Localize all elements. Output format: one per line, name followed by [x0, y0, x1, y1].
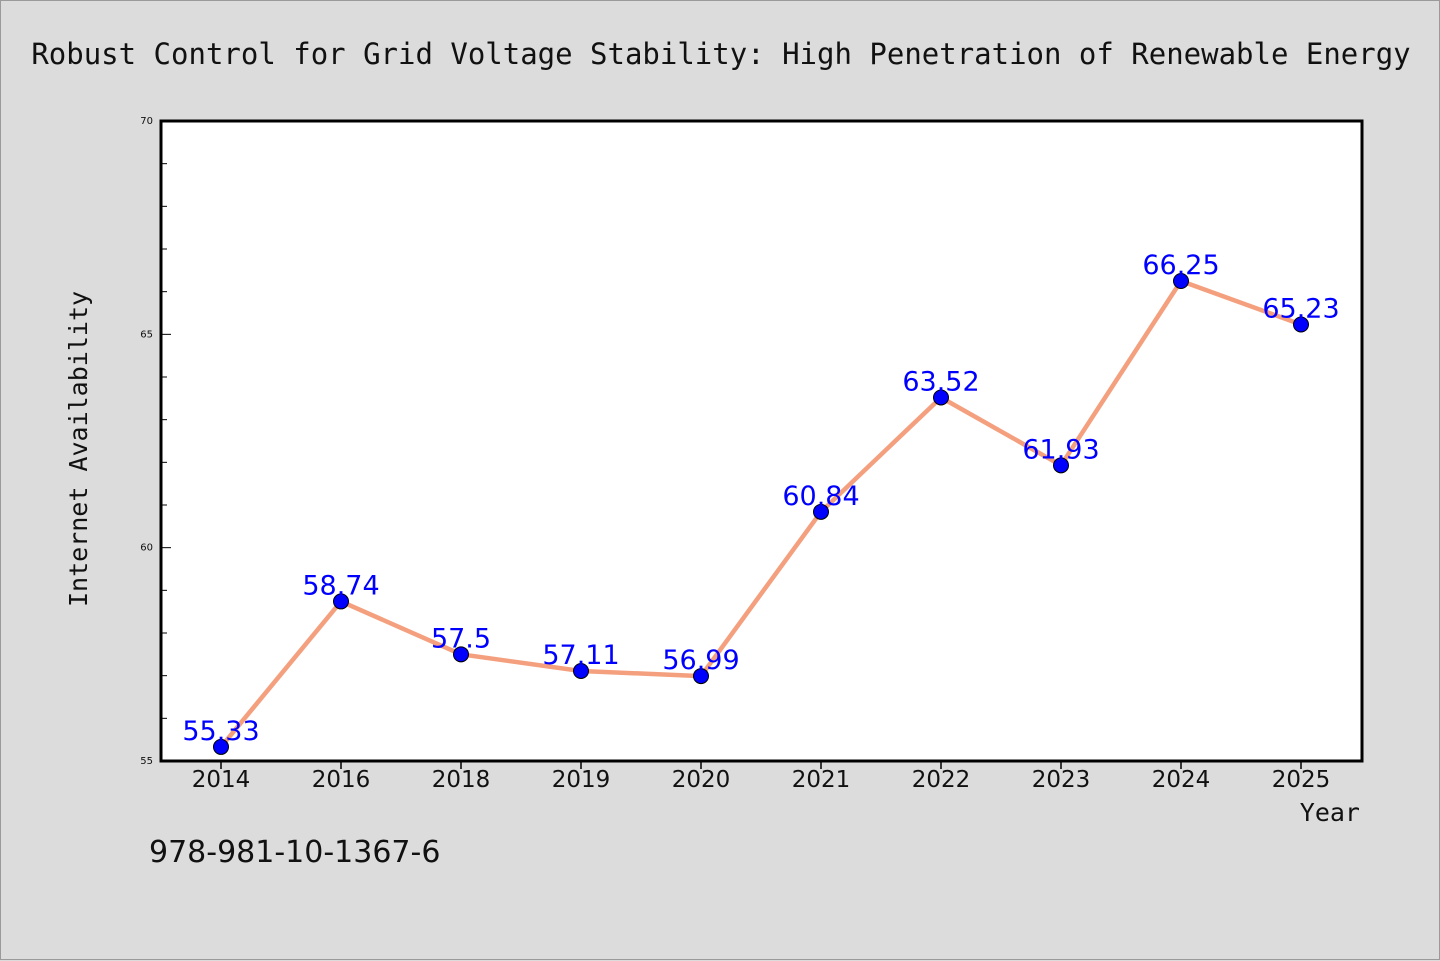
x-tick-labels: 2014 2016 2018 2019 2020 2021 2022 2023 2024 2025: [192, 767, 1331, 793]
x-tick-label: 2025: [1272, 767, 1331, 793]
data-point: [333, 593, 349, 610]
x-ticks: [220, 761, 1302, 769]
data-label: 55.33: [182, 716, 259, 747]
x-tick-label: 2021: [792, 767, 851, 793]
plot-area: [159, 119, 1364, 763]
data-label: 61.93: [1022, 434, 1099, 465]
data-point: [933, 389, 949, 406]
data-label: 66.25: [1142, 250, 1219, 281]
x-tick-label: 2022: [912, 767, 971, 793]
y-minor-ticks: [161, 120, 171, 762]
data-point: [573, 662, 589, 679]
data-label: 57.5: [431, 623, 491, 654]
x-tick-label: 2016: [312, 767, 371, 793]
x-tick-label: 2020: [672, 767, 731, 793]
data-label: 65.23: [1262, 294, 1339, 325]
data-labels: 55.33 58.74 57.5 57.11 56.99 60.84 63.52 61.93 6…: [182, 250, 1339, 747]
x-tick-label: 2018: [432, 767, 491, 793]
y-axis-label: Internet Availability: [64, 291, 93, 607]
data-label: 56.99: [662, 645, 739, 676]
x-tick-label: 2019: [552, 767, 611, 793]
isbn-code: 978-981-10-1367-6: [149, 835, 441, 870]
y-tick-labels: 55 60 65 70: [140, 116, 153, 767]
data-point: [693, 668, 709, 685]
y-tick-label: 65: [140, 329, 153, 340]
data-point: [813, 503, 829, 520]
x-tick-label: 2023: [1032, 767, 1091, 793]
data-label: 57.11: [542, 640, 619, 671]
data-point: [1053, 457, 1069, 474]
y-tick-label: 70: [140, 116, 153, 127]
chart-title: Robust Control for Grid Voltage Stabilit…: [31, 37, 1410, 71]
x-axis-label: Year: [1300, 798, 1360, 827]
x-tick-label: 2014: [192, 767, 251, 793]
data-point: [453, 646, 469, 663]
data-label: 58.74: [302, 570, 379, 601]
data-point: [1293, 316, 1309, 333]
data-point: [1173, 273, 1189, 289]
x-tick-label: 2024: [1152, 767, 1211, 793]
y-tick-label: 60: [140, 543, 153, 554]
data-point: [213, 738, 229, 755]
data-label: 60.84: [782, 481, 859, 512]
series-line: [218, 278, 1304, 750]
y-tick-label: 55: [140, 756, 153, 767]
data-markers: [213, 273, 1309, 755]
data-label: 63.52: [902, 366, 979, 397]
